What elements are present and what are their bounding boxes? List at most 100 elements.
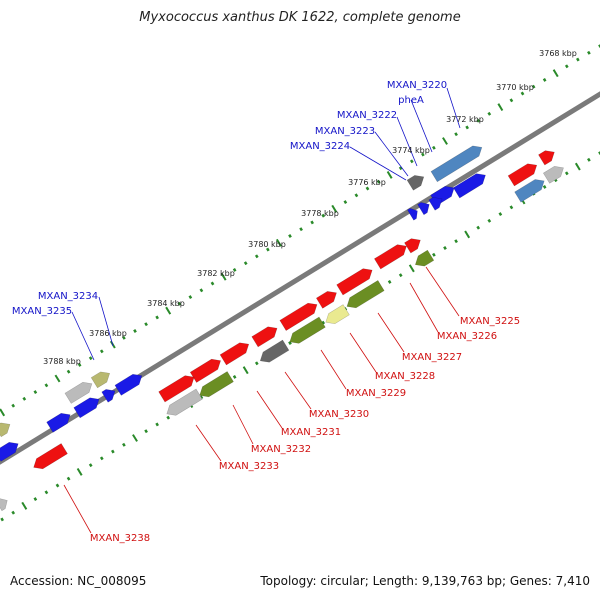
track-tick [155,315,159,320]
track-tick [199,395,204,400]
gene-arrow [90,371,111,389]
track-tick [44,383,49,388]
tick-label: 3774 kbp [392,146,430,155]
track-tick [33,497,38,502]
track-tick [66,369,71,374]
gene-arrow [514,179,545,203]
gene-label: MXAN_3220 [387,80,447,91]
track-tick [487,111,492,116]
track-tick [487,218,492,223]
gene-label: MXAN_3222 [337,110,397,121]
track-tick [22,396,27,401]
track-tick [310,220,314,225]
track-tick [443,246,447,250]
track-tick [454,239,458,244]
track-tick [542,184,547,189]
track-tick [243,261,248,266]
tick-label: 3770 kbp [496,83,534,92]
label-leader-lines [63,87,461,534]
tick-label: 3778 kbp [301,209,339,218]
leader-line [374,131,409,177]
track-tick [275,238,282,247]
gene-label: MXAN_3233 [219,461,279,472]
leader-line [320,349,347,390]
genome-info-text: Topology: circular; Length: 9,139,763 bp… [260,574,590,588]
track-tick [66,476,71,481]
track-tick [464,230,471,239]
track-tick [11,403,16,408]
track-tick [398,273,403,278]
gene-label: MXAN_3238 [90,533,150,544]
tick-label: 3780 kbp [248,240,286,249]
track-tick [242,366,249,375]
track-tick [155,422,159,427]
gene-arrow [430,145,483,183]
gene-arrow [315,291,337,309]
track-tick [509,98,514,103]
leader-line [377,312,405,353]
track-tick [54,374,61,383]
gene-arrow [0,442,19,462]
track-tick [587,157,591,162]
gene-arrow [346,280,385,309]
track-tick [99,456,104,461]
gene-arrow [199,371,234,398]
gene-label: MXAN_3231 [281,427,341,438]
tick-label: 3772 kbp [446,115,484,124]
track-tick [465,125,469,130]
track-tick [587,50,591,55]
track-tick [55,483,60,488]
track-tick [398,166,403,171]
leader-line [98,296,114,347]
leader-line [396,116,418,167]
leader-line [410,99,433,153]
track-tick [133,329,137,333]
track-tick [266,247,270,252]
track-tick [498,212,503,217]
track-tick [166,415,171,420]
gene-arrow [73,397,100,419]
track-tick [598,151,600,155]
gene-features [0,145,564,512]
track-tick [387,279,392,284]
track-tick [254,254,259,259]
gene-arrow [507,163,538,187]
track-tick [111,449,115,454]
gene-label: MXAN_3235 [12,306,72,317]
gene-arrow [219,342,250,366]
gene-label: MXAN_3225 [460,316,520,327]
gene-label: MXAN_3234 [38,291,98,302]
track-tick [165,306,172,315]
track-tick [220,272,227,281]
gene-arrow [166,388,203,416]
gene-arrow [0,498,8,512]
gene-label: MXAN_3232 [251,444,311,455]
gene-label: MXAN_3224 [290,141,350,152]
track-tick [376,179,381,184]
gene-arrow [251,326,278,348]
gene-arrow [64,381,93,404]
track-tick [122,335,126,340]
leader-line [195,424,222,462]
track-tick [574,162,581,171]
gene-arrow [189,358,221,383]
track-tick [288,234,292,238]
gene-label: MXAN_3228 [375,371,435,382]
gene-arrow [538,150,555,166]
track-tick [144,322,148,327]
gene-arrow [325,304,350,324]
track-tick [576,57,580,62]
track-tick [454,132,458,137]
tick-label: 3784 kbp [147,299,185,308]
track-tick [564,171,569,176]
track-tick [409,159,414,164]
gene-arrow [0,422,11,438]
leader-line [63,484,92,534]
track-tick [564,64,569,69]
track-tick [0,517,4,522]
gene-arrow [158,375,195,403]
track-tick [132,434,138,442]
tick-label: 3786 kbp [89,329,127,338]
gene-arrow [336,268,373,296]
